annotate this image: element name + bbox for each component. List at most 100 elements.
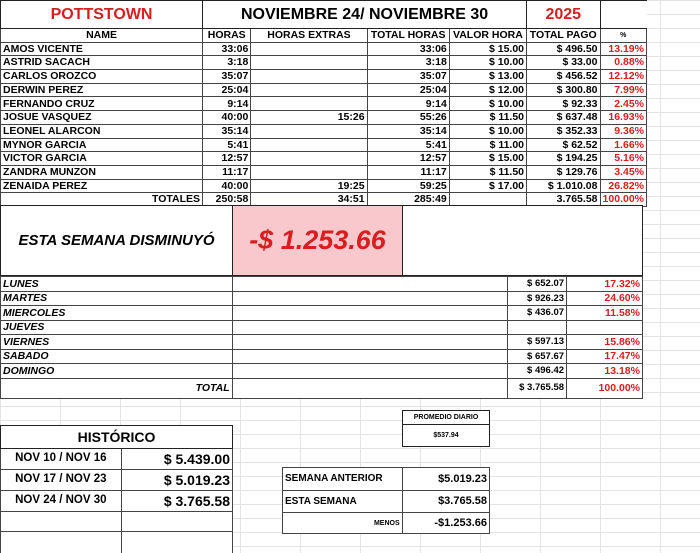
cell-horas-extras — [250, 82, 368, 98]
cell-total-horas: 35:07 — [366, 69, 450, 84]
table-row: ZENAIDA PEREZ 40:00 19:25 59:25 $ 17.00 $ 1.0… — [0, 178, 647, 194]
cell-name: CARLOS OROZCO — [0, 69, 204, 84]
table-row: DERWIN PEREZ 25:04 25:04 $ 12.00 $ 300.80 7.9… — [0, 82, 647, 98]
cell-name: JOSUE VASQUEZ — [0, 110, 204, 125]
cell-total-horas: 33:06 — [366, 41, 450, 57]
cell-total-horas: 35:14 — [366, 123, 450, 139]
historico-period: NOV 10 / NOV 16 — [0, 448, 122, 470]
day-amount: $ 926.23 — [507, 290, 568, 306]
cell-horas-extras — [250, 164, 368, 180]
day-blank — [231, 334, 509, 350]
day-row: VIERNES $ 597.13 15.86% — [0, 334, 643, 350]
cell--: 12.12% — [599, 69, 647, 84]
period-title: NOVIEMBRE 24/ NOVIEMBRE 30 — [202, 0, 528, 29]
cell-name: VICTOR GARCIA — [0, 151, 204, 166]
cell-horas-extras: 19:25 — [250, 178, 368, 194]
summary-label-cell: ESTA SEMANA DISMINUYÓ — [0, 205, 233, 276]
cell-valor-hora: $ 13.00 — [448, 69, 528, 84]
cell-total-pago: $ 1.010.08 — [526, 178, 601, 194]
comparison-table: SEMANA ANTERIOR $5.019.23 ESTA SEMANA $3.7… — [282, 467, 491, 534]
cell-valor-hora: $ 12.00 — [448, 82, 528, 98]
table-row: MYNOR GARCIA 5:41 5:41 $ 11.00 $ 62.52 1.66% — [0, 137, 647, 153]
cell-valor-hora: $ 11.00 — [448, 137, 528, 153]
day-label: JUEVES — [0, 319, 233, 335]
column-header: TOTAL HORAS — [366, 28, 450, 43]
historico-amount: $ 3.765.58 — [120, 490, 234, 512]
cell--: 1.66% — [599, 137, 647, 153]
day-row: SABADO $ 657.67 17.47% — [0, 348, 643, 364]
table-row: LEONEL ALARCON 35:14 35:14 $ 10.00 $ 352.33 9… — [0, 123, 647, 139]
cell-horas-extras — [250, 55, 368, 71]
cell--: 0.88% — [599, 55, 647, 71]
cell-horas-extras — [250, 96, 368, 112]
historico-period: NOV 24 / NOV 30 — [0, 490, 122, 512]
day-blank — [231, 290, 509, 306]
historico-row: NOV 10 / NOV 16 $ 5.439.00 — [0, 448, 234, 470]
cell-horas: 12:57 — [202, 151, 252, 166]
cell-horas-extras — [250, 151, 368, 166]
day-amount: $ 436.07 — [507, 305, 568, 321]
cell-valor-hora: $ 11.50 — [448, 164, 528, 180]
cell-total-horas: 5:41 — [366, 137, 450, 153]
day-row: JUEVES — [0, 319, 643, 335]
cell-total-pago: $ 456.52 — [526, 69, 601, 84]
table-row: ASTRID SACACH 3:18 3:18 $ 10.00 $ 33.00 0.88% — [0, 55, 647, 71]
day-row: MARTES $ 926.23 24.60% — [0, 290, 643, 306]
day-label: LUNES — [0, 276, 233, 292]
cell-horas: 5:41 — [202, 137, 252, 153]
cell--: 16.93% — [599, 110, 647, 125]
cell-name: LEONEL ALARCON — [0, 123, 204, 139]
cell--: 26.82% — [599, 178, 647, 194]
cell--: 7.99% — [599, 82, 647, 98]
diff-value: -$1.253.66 — [401, 512, 491, 534]
cell-horas: 40:00 — [202, 110, 252, 125]
cell-name: ASTRID SACACH — [0, 55, 204, 71]
days-total-row: TOTAL $ 3.765.58 100.00% — [0, 377, 643, 399]
cell-horas-extras — [250, 69, 368, 84]
historico-amount: $ 5.439.00 — [120, 448, 234, 470]
location-title: POTTSTOWN — [0, 0, 204, 29]
table-row: FERNANDO CRUZ 9:14 9:14 $ 10.00 $ 92.33 2.45% — [0, 96, 647, 112]
cell-horas-extras — [250, 41, 368, 57]
cell-valor-hora: $ 15.00 — [448, 151, 528, 166]
cell-valor-hora: $ 15.00 — [448, 41, 528, 57]
table-row: VICTOR GARCIA 12:57 12:57 $ 15.00 $ 194.25 5.… — [0, 151, 647, 166]
column-header: NAME — [0, 28, 204, 43]
column-header: HORAS — [202, 28, 252, 43]
column-header: VALOR HORA — [448, 28, 528, 43]
cell-total-pago: $ 62.52 — [526, 137, 601, 153]
cell-total-horas: 12:57 — [366, 151, 450, 166]
cell-valor-hora: $ 10.00 — [448, 123, 528, 139]
cell-total-pago: $ 352.33 — [526, 123, 601, 139]
cell-horas: 35:07 — [202, 69, 252, 84]
cell-horas: 40:00 — [202, 178, 252, 194]
historico-row: NOV 17 / NOV 23 $ 5.019.23 — [0, 469, 234, 491]
totals-row: TOTALES 250:58 34:51 285:49 3.765.58 100… — [0, 192, 647, 207]
cell-horas: 35:14 — [202, 123, 252, 139]
cell-horas-extras: 15:26 — [250, 110, 368, 125]
day-pct: 11.58% — [566, 305, 643, 321]
day-pct: 17.47% — [566, 348, 643, 364]
cell-total-pago: $ 129.76 — [526, 164, 601, 180]
day-amount: $ 597.13 — [507, 334, 568, 350]
cell-total-horas: 25:04 — [366, 82, 450, 98]
cell-total-horas: 55:26 — [366, 110, 450, 125]
cell-total-pago: $ 637.48 — [526, 110, 601, 125]
day-amount: $ 657.67 — [507, 348, 568, 364]
day-blank — [231, 348, 509, 364]
table-row: JOSUE VASQUEZ 40:00 15:26 55:26 $ 11.50 $ 637… — [0, 110, 647, 125]
cell-horas: 3:18 — [202, 55, 252, 71]
summary-blank — [402, 205, 643, 276]
days-total-value: $ 3.765.58 — [507, 377, 568, 399]
day-label: MIERCOLES — [0, 305, 233, 321]
historico-row: NOV 24 / NOV 30 $ 3.765.58 — [0, 490, 234, 512]
days-total-pct: 100.00% — [566, 377, 643, 399]
cell-name: ZENAIDA PEREZ — [0, 178, 204, 194]
summary-value: -$ 1.253.66 — [249, 225, 386, 255]
summary-value-cell: -$ 1.253.66 — [232, 205, 403, 276]
curr-label: ESTA SEMANA — [282, 490, 403, 513]
cell-total-pago: $ 194.25 — [526, 151, 601, 166]
day-row: DOMINGO $ 496.42 13.18% — [0, 363, 643, 379]
day-label: MARTES — [0, 290, 233, 306]
cell-total-pago: $ 33.00 — [526, 55, 601, 71]
